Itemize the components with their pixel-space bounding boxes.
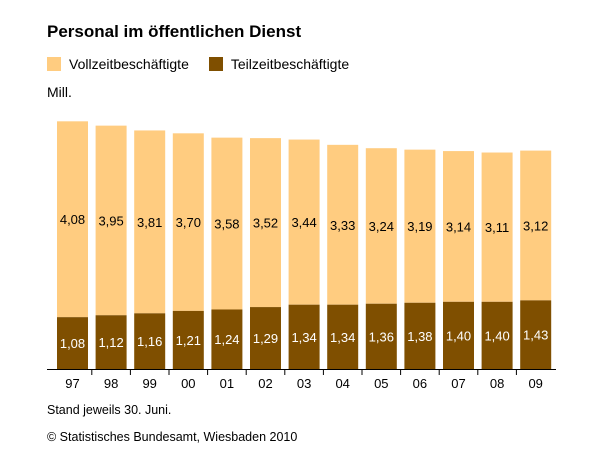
x-tick-label-00: 00 [181, 376, 195, 391]
data-label-vollzeit-00: 3,70 [176, 215, 201, 230]
bar-vollzeit-09 [520, 150, 552, 301]
x-tick-label-01: 01 [220, 376, 234, 391]
bar-teilzeit-08 [481, 301, 513, 369]
data-label-teilzeit-06: 1,38 [407, 329, 432, 344]
x-tick-label-97: 97 [65, 376, 79, 391]
data-label-vollzeit-02: 3,52 [253, 216, 278, 231]
data-label-vollzeit-06: 3,19 [407, 219, 432, 234]
data-label-vollzeit-98: 3,95 [98, 213, 123, 228]
legend-item-vollzeit: Vollzeitbeschäftigte [47, 56, 189, 72]
x-tick-label-02: 02 [258, 376, 272, 391]
bar-vollzeit-99 [134, 130, 166, 314]
data-label-vollzeit-01: 3,58 [214, 217, 239, 232]
x-tick-label-06: 06 [413, 376, 427, 391]
bar-teilzeit-09 [520, 300, 552, 369]
data-label-teilzeit-97: 1,08 [60, 336, 85, 351]
data-label-teilzeit-05: 1,36 [369, 329, 394, 344]
data-label-vollzeit-07: 3,14 [446, 219, 471, 234]
bar-vollzeit-00 [172, 133, 204, 311]
data-label-teilzeit-98: 1,12 [98, 335, 123, 350]
data-label-vollzeit-04: 3,33 [330, 218, 355, 233]
x-tick-label-05: 05 [374, 376, 388, 391]
data-label-vollzeit-05: 3,24 [369, 219, 394, 234]
bar-teilzeit-98 [95, 315, 127, 369]
x-tick-label-07: 07 [451, 376, 465, 391]
data-label-teilzeit-03: 1,34 [291, 330, 316, 345]
bar-teilzeit-06 [404, 302, 436, 369]
bar-vollzeit-05 [365, 148, 397, 304]
bar-teilzeit-99 [134, 313, 166, 369]
data-label-teilzeit-01: 1,24 [214, 332, 239, 347]
data-label-teilzeit-04: 1,34 [330, 330, 355, 345]
bar-teilzeit-04 [327, 304, 359, 369]
legend: Vollzeitbeschäftigte Teilzeitbeschäftigt… [47, 56, 369, 72]
data-label-teilzeit-08: 1,40 [484, 328, 509, 343]
x-tick-label-08: 08 [490, 376, 504, 391]
x-tick-label-99: 99 [142, 376, 156, 391]
bar-teilzeit-02 [250, 307, 281, 369]
footnote: Stand jeweils 30. Juni. [47, 403, 172, 417]
bar-vollzeit-04 [327, 144, 359, 305]
bar-teilzeit-07 [443, 301, 474, 369]
legend-label-vollzeit: Vollzeitbeschäftigte [69, 56, 189, 72]
legend-label-teilzeit: Teilzeitbeschäftigte [230, 56, 350, 72]
legend-swatch-vollzeit [47, 57, 61, 71]
data-label-vollzeit-08: 3,11 [485, 220, 509, 235]
data-label-teilzeit-09: 1,43 [523, 328, 548, 343]
legend-item-teilzeit: Teilzeitbeschäftigte [208, 56, 350, 72]
bar-vollzeit-07 [443, 151, 474, 302]
data-label-vollzeit-03: 3,44 [291, 215, 316, 230]
data-label-teilzeit-02: 1,29 [253, 331, 278, 346]
y-axis-unit: Mill. [47, 84, 72, 100]
x-tick-label-04: 04 [335, 376, 349, 391]
bar-vollzeit-02 [250, 138, 281, 308]
bar-vollzeit-06 [404, 149, 436, 303]
data-label-teilzeit-07: 1,40 [446, 328, 471, 343]
bar-vollzeit-08 [481, 152, 513, 302]
bar-vollzeit-03 [288, 139, 320, 305]
x-tick-label-98: 98 [104, 376, 118, 391]
source-credit: © Statistisches Bundesamt, Wiesbaden 201… [47, 430, 298, 444]
bar-vollzeit-98 [95, 125, 127, 316]
data-label-teilzeit-00: 1,21 [176, 333, 201, 348]
bar-teilzeit-00 [172, 310, 204, 369]
chart-title: Personal im öffentlichen Dienst [47, 22, 302, 41]
bar-teilzeit-05 [365, 303, 397, 369]
bar-teilzeit-03 [288, 304, 320, 369]
legend-swatch-teilzeit [208, 57, 223, 71]
bar-vollzeit-01 [211, 137, 243, 310]
x-tick-label-09: 09 [528, 376, 542, 391]
data-label-vollzeit-97: 4,08 [60, 212, 85, 227]
x-tick-label-03: 03 [297, 376, 311, 391]
data-label-teilzeit-99: 1,16 [137, 334, 162, 349]
bar-vollzeit-97 [57, 121, 88, 318]
data-label-vollzeit-99: 3,81 [137, 215, 162, 230]
data-label-vollzeit-09: 3,12 [523, 218, 548, 233]
bar-teilzeit-97 [57, 317, 88, 369]
bar-teilzeit-01 [211, 309, 243, 369]
